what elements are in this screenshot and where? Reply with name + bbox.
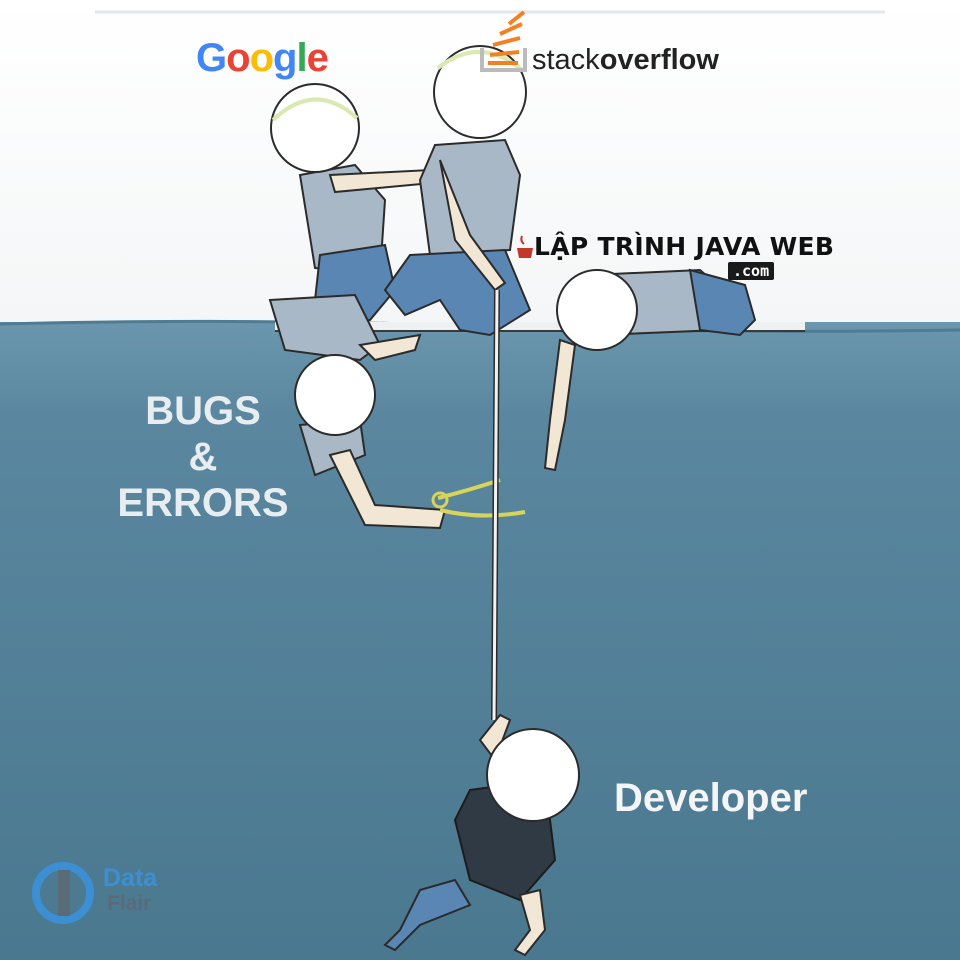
lap-trinh-java-web-logo: LẬP TRÌNH JAVA WEB <box>534 232 834 261</box>
dataflair-logo-icon <box>32 862 94 924</box>
google-letter: e <box>306 36 329 80</box>
lap-trinh-java-web-suffix: .com <box>728 262 775 280</box>
scissors-icon <box>431 478 526 518</box>
ice-edge <box>275 322 805 332</box>
google-logo: Google <box>196 36 329 81</box>
developer-label: Developer <box>614 776 808 820</box>
dataflair-word1: Data <box>103 864 158 892</box>
bugs-errors-label: BUGS & ERRORS <box>108 388 298 526</box>
errors-line: ERRORS <box>117 481 289 525</box>
ampersand-line: & <box>188 435 218 479</box>
google-letter: o <box>249 36 274 80</box>
dataflair-word2: Flair <box>107 892 152 915</box>
google-letter: l <box>296 36 307 80</box>
stackoverflow-person <box>383 45 532 337</box>
developer-person <box>383 713 580 957</box>
google-letter: o <box>226 36 250 80</box>
google-letter: G <box>196 36 227 80</box>
so-part1: stack <box>532 44 600 76</box>
google-letter: g <box>273 36 297 80</box>
ljw-text: LẬP TRÌNH JAVA WEB <box>534 232 835 261</box>
stackoverflow-logo-text: stackoverflow <box>532 44 719 77</box>
so-part2: overflow <box>599 44 719 76</box>
java-cup-icon <box>517 235 533 258</box>
stackoverflow-logo-icon <box>480 10 527 72</box>
bugs-line: BUGS <box>145 389 261 433</box>
bugs-person <box>268 293 526 530</box>
dataflair-logo-text: Data Flair <box>103 865 157 917</box>
ljw-person <box>543 268 757 472</box>
